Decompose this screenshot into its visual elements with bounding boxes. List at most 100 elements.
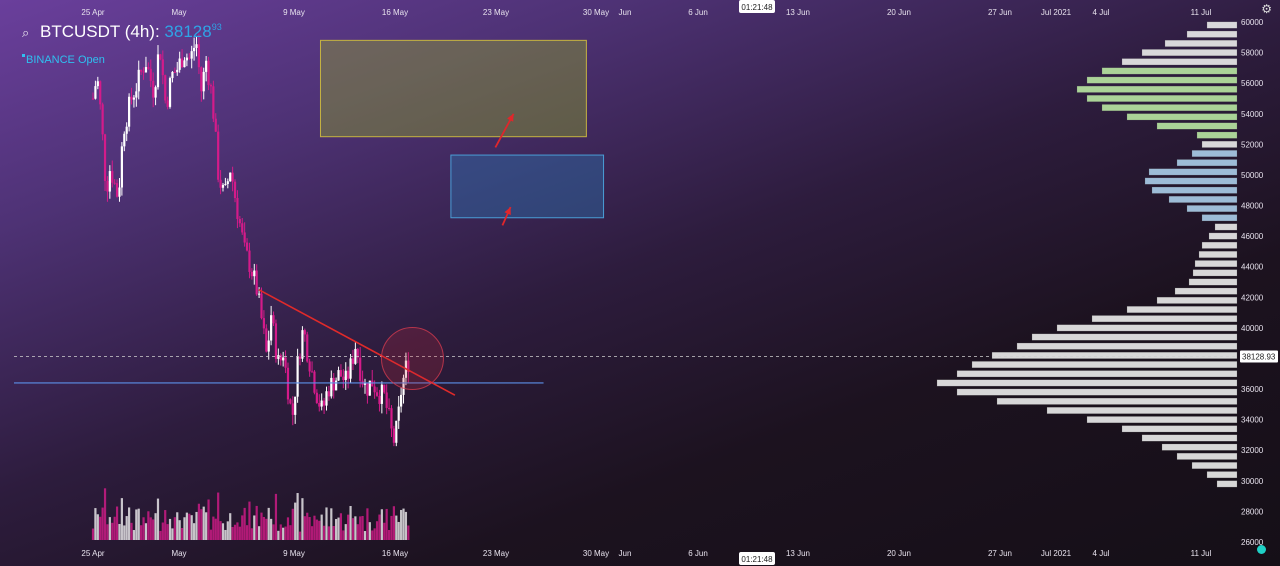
resistance-trendline bbox=[258, 288, 456, 396]
volume-bar bbox=[91, 528, 95, 540]
profile-bar bbox=[1208, 232, 1238, 240]
volume-bar bbox=[137, 508, 140, 540]
candle-body bbox=[219, 179, 222, 188]
volume-bar bbox=[298, 531, 302, 540]
candle-body bbox=[120, 146, 123, 188]
volume-bar bbox=[260, 512, 263, 540]
candle-body bbox=[173, 71, 176, 73]
volume-bar bbox=[255, 505, 258, 540]
candle-body bbox=[289, 399, 292, 404]
profile-bar bbox=[1168, 196, 1238, 203]
volume-bar bbox=[159, 530, 162, 540]
volume-bar bbox=[219, 521, 222, 540]
volume-bar bbox=[342, 530, 345, 540]
candle-body bbox=[144, 67, 148, 73]
time-label-top: 6 Jun bbox=[688, 8, 708, 17]
volume-profile-group bbox=[936, 21, 1238, 488]
volume-bar bbox=[347, 514, 350, 540]
time-label-top: May bbox=[171, 8, 186, 17]
candle-body bbox=[260, 293, 263, 319]
candle-body bbox=[380, 384, 383, 404]
candle-body bbox=[313, 371, 316, 393]
cursor-time-box-top bbox=[739, 0, 775, 13]
volume-bar bbox=[197, 503, 201, 540]
volume-bar bbox=[250, 528, 253, 540]
candle-body bbox=[296, 356, 299, 397]
time-label-bottom: 20 Jun bbox=[887, 549, 911, 558]
candle-body bbox=[140, 69, 143, 72]
volume-bar bbox=[272, 524, 275, 540]
candle-body bbox=[294, 396, 297, 415]
candle-body bbox=[378, 395, 381, 404]
profile-bar bbox=[1186, 30, 1238, 38]
candle-body bbox=[202, 71, 205, 92]
candle-body bbox=[387, 407, 391, 409]
candle-body bbox=[209, 85, 213, 87]
volume-bar bbox=[349, 506, 352, 540]
candle-body bbox=[229, 172, 232, 182]
candle-body bbox=[236, 198, 239, 219]
volume-bar bbox=[147, 511, 150, 540]
volume-bar bbox=[407, 525, 410, 540]
candle-body bbox=[347, 370, 350, 379]
candle-body bbox=[197, 44, 201, 68]
candle-body bbox=[277, 355, 280, 359]
profile-bar bbox=[1156, 296, 1238, 304]
candle-body bbox=[168, 78, 172, 107]
candle-body bbox=[279, 355, 282, 361]
candle-body bbox=[265, 328, 268, 352]
profile-bar bbox=[1176, 159, 1238, 167]
volume-bar bbox=[339, 513, 343, 540]
volume-bar bbox=[277, 530, 280, 540]
settings-gear-icon[interactable]: ⚙ bbox=[1261, 2, 1272, 16]
candle-body bbox=[349, 358, 352, 379]
candle-body bbox=[106, 180, 109, 192]
volume-bar bbox=[385, 508, 388, 540]
live-indicator-dot[interactable] bbox=[1257, 545, 1266, 554]
volume-bar bbox=[267, 507, 270, 540]
time-axis-top-group: 25 Apr May 9 May 16 May 23 May 30 May Jun 6 Jun… bbox=[81, 8, 1211, 17]
candle-body bbox=[241, 223, 244, 233]
candle-body bbox=[407, 360, 410, 373]
candle-body bbox=[190, 51, 193, 59]
volume-bar bbox=[115, 506, 119, 540]
candle-body bbox=[130, 96, 133, 100]
volume-bar bbox=[221, 523, 225, 540]
y-axis-group: 60000 58000 56000 54000 52000 50000 48000 46000… bbox=[1241, 18, 1264, 547]
candle-body bbox=[306, 334, 309, 362]
candle-body bbox=[385, 392, 388, 408]
profile-bar bbox=[1076, 85, 1238, 93]
volume-bar bbox=[265, 518, 268, 540]
volume-bar bbox=[368, 522, 371, 540]
candle-body bbox=[243, 232, 246, 243]
volume-bar bbox=[130, 522, 133, 540]
candle-body bbox=[166, 100, 169, 107]
y-tick-label: 48000 bbox=[1241, 202, 1264, 211]
volume-bar bbox=[128, 507, 131, 540]
candle-body bbox=[185, 57, 188, 61]
candle-body bbox=[310, 371, 314, 373]
profile-bar bbox=[1121, 58, 1238, 66]
volume-bar bbox=[248, 501, 251, 540]
candle-body bbox=[335, 380, 338, 391]
volume-bar bbox=[214, 518, 217, 540]
volume-bar bbox=[161, 522, 164, 540]
candle-body bbox=[298, 356, 302, 359]
candle-body bbox=[142, 71, 145, 73]
time-label-bottom: 4 Jul bbox=[1093, 549, 1110, 558]
candle-body bbox=[351, 358, 355, 364]
candle-body bbox=[137, 69, 140, 92]
search-icon[interactable]: ⌕ bbox=[22, 25, 30, 40]
volume-bar bbox=[164, 510, 167, 540]
candle-body bbox=[123, 133, 126, 147]
volume-bar bbox=[171, 528, 174, 540]
volume-bar bbox=[132, 530, 136, 540]
candle-body bbox=[176, 69, 179, 73]
zone-lower bbox=[450, 154, 605, 219]
volume-bar bbox=[315, 519, 318, 540]
volume-bar bbox=[375, 521, 379, 540]
time-label-bottom: 27 Jun bbox=[988, 549, 1012, 558]
candle-body bbox=[320, 400, 323, 407]
